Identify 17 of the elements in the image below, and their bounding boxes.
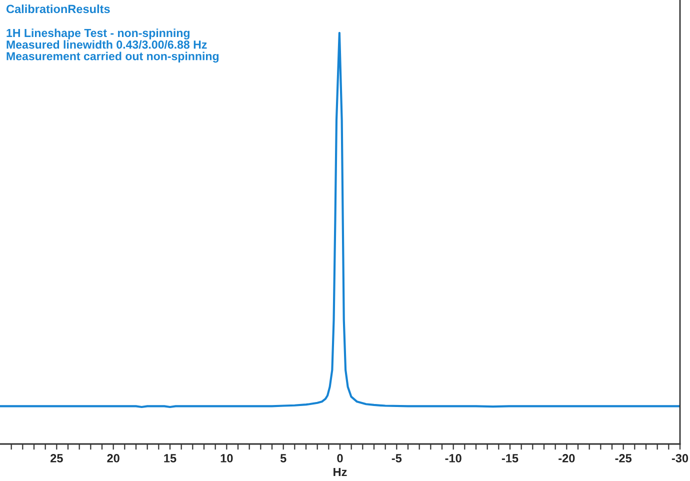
x-axis-title: Hz bbox=[334, 468, 347, 476]
x-tick-label: -15 bbox=[502, 454, 518, 462]
x-tick-label: 15 bbox=[164, 454, 176, 462]
x-tick-label: -30 bbox=[672, 454, 688, 462]
x-tick-label: -5 bbox=[392, 454, 402, 462]
x-tick-label: 0 bbox=[337, 454, 343, 462]
x-tick-label: 10 bbox=[220, 454, 233, 462]
annotation: Measurement carried out non-spinning bbox=[6, 52, 219, 63]
chart-title: CalibrationResults bbox=[6, 4, 110, 14]
chart-subtitle: 1H Lineshape Test - non-spinning bbox=[6, 28, 190, 40]
annotation: Measured linewidth 0.43/3.00/6.88 Hz bbox=[6, 40, 207, 49]
x-tick-label: 20 bbox=[107, 454, 120, 462]
x-tick-label: 25 bbox=[50, 454, 63, 462]
x-tick-label: -25 bbox=[615, 454, 632, 462]
x-tick-label: -20 bbox=[558, 454, 575, 462]
x-tick-label: 5 bbox=[280, 454, 286, 462]
x-tick-label: -10 bbox=[445, 454, 462, 462]
